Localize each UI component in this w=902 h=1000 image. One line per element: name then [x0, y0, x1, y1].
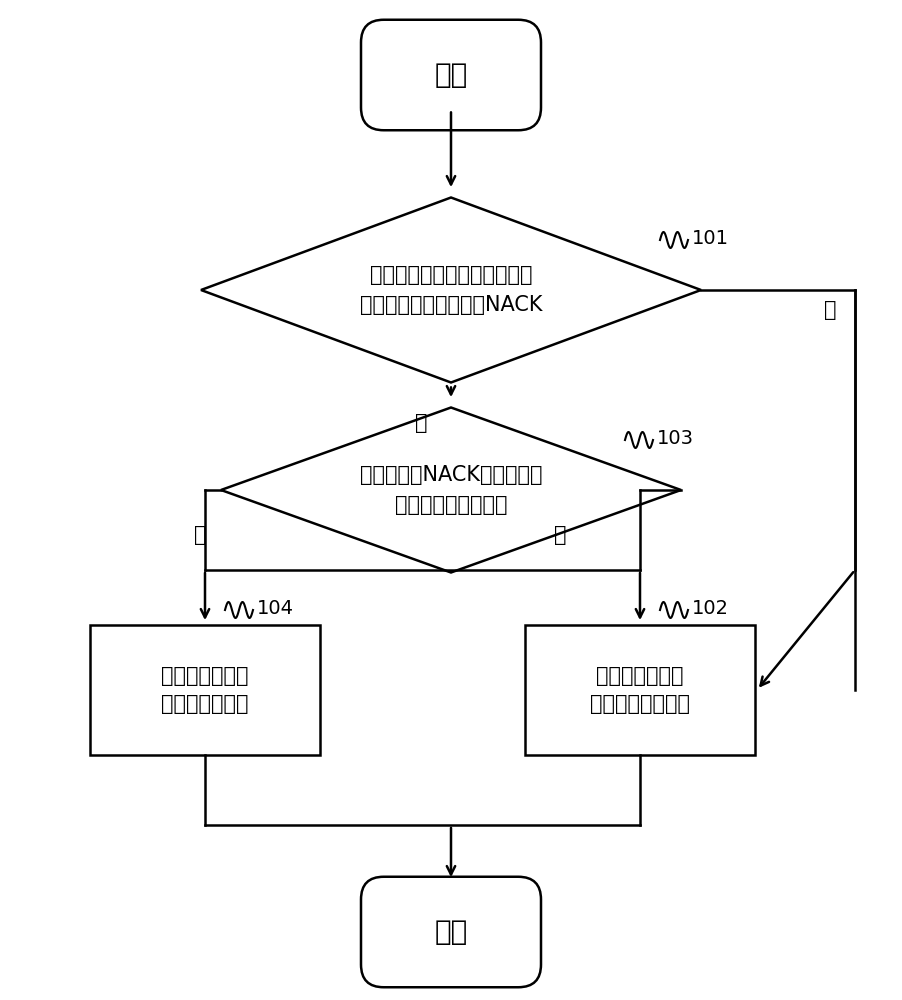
- Text: 102: 102: [692, 598, 729, 617]
- Text: 否: 否: [824, 300, 836, 320]
- Text: 是: 是: [415, 413, 428, 433]
- Polygon shape: [201, 198, 701, 382]
- Text: 是: 是: [194, 525, 207, 545]
- Text: 判定双卡终端处
于双卡激活状态: 判定双卡终端处 于双卡激活状态: [161, 666, 249, 714]
- Bar: [525, 625, 755, 755]
- Text: 判定双卡终端不
处于双卡激活状态: 判定双卡终端不 处于双卡激活状态: [590, 666, 690, 714]
- Text: 103: 103: [657, 428, 694, 448]
- Bar: [90, 625, 320, 755]
- Text: 检测第一用户的物理下行共享
信道上是否存在周期性NACK: 检测第一用户的物理下行共享 信道上是否存在周期性NACK: [360, 265, 542, 315]
- FancyBboxPatch shape: [361, 877, 541, 987]
- Text: 104: 104: [257, 598, 294, 617]
- Text: 101: 101: [692, 229, 729, 247]
- Text: 结束: 结束: [435, 918, 467, 946]
- Text: 否: 否: [554, 525, 566, 545]
- FancyBboxPatch shape: [361, 20, 541, 130]
- Text: 开始: 开始: [435, 61, 467, 89]
- Text: 检测周期性NACK的周期是否
在预设的周期集合中: 检测周期性NACK的周期是否 在预设的周期集合中: [360, 465, 542, 515]
- Polygon shape: [221, 408, 681, 572]
